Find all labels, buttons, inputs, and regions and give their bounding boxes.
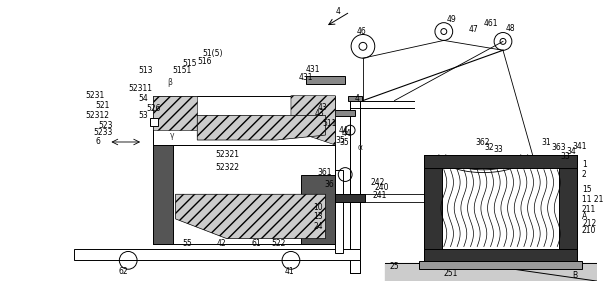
Text: 212: 212: [583, 219, 597, 228]
Bar: [335, 170, 343, 254]
Polygon shape: [424, 248, 577, 261]
Text: 52312: 52312: [86, 111, 110, 120]
Text: 516: 516: [197, 57, 212, 66]
Text: 33: 33: [493, 145, 503, 155]
Bar: [311, 194, 365, 202]
Text: 526: 526: [146, 104, 160, 113]
Bar: [150, 118, 158, 126]
Text: γ: γ: [169, 130, 174, 140]
Text: 24: 24: [313, 222, 323, 231]
Text: 43: 43: [318, 103, 327, 112]
Text: 31: 31: [541, 138, 551, 147]
Polygon shape: [385, 263, 597, 281]
Text: 362: 362: [476, 138, 490, 147]
Text: 2: 2: [582, 170, 587, 179]
Text: 49: 49: [446, 15, 457, 24]
Text: 513: 513: [138, 67, 152, 76]
Text: 511: 511: [311, 116, 325, 125]
Text: 10: 10: [313, 203, 323, 212]
Bar: [424, 155, 577, 261]
Text: 33: 33: [560, 152, 570, 161]
Text: 15: 15: [582, 185, 592, 194]
Bar: [306, 76, 345, 84]
Text: 55: 55: [183, 239, 192, 248]
Text: 363: 363: [551, 143, 566, 153]
Text: 52311: 52311: [128, 84, 152, 93]
Text: 241: 241: [373, 191, 387, 200]
Text: 62: 62: [119, 267, 128, 276]
Text: 515: 515: [183, 59, 197, 68]
Text: 240: 240: [374, 183, 389, 192]
Text: 13: 13: [313, 213, 323, 222]
Text: B: B: [572, 271, 577, 280]
Text: 521: 521: [96, 101, 110, 110]
Polygon shape: [291, 96, 335, 145]
Text: 522: 522: [271, 239, 286, 248]
Text: 461: 461: [483, 19, 498, 28]
Text: 242: 242: [371, 178, 385, 187]
Polygon shape: [559, 155, 577, 261]
Polygon shape: [175, 194, 325, 239]
Text: α: α: [358, 143, 363, 153]
Text: 32: 32: [484, 143, 494, 153]
Text: 35: 35: [339, 138, 349, 147]
Text: 51(5): 51(5): [202, 49, 223, 58]
Text: 11 21: 11 21: [582, 195, 603, 204]
Bar: [350, 100, 360, 273]
Text: 4: 4: [335, 7, 340, 16]
Text: 46: 46: [357, 27, 367, 36]
Text: 4: 4: [355, 94, 360, 103]
Text: A: A: [582, 213, 587, 222]
Polygon shape: [153, 96, 197, 145]
Text: β: β: [168, 78, 172, 87]
Text: 1: 1: [582, 160, 587, 169]
Text: 361: 361: [318, 168, 332, 177]
Text: 511: 511: [322, 119, 337, 128]
Text: 54: 54: [138, 94, 148, 103]
Text: 211: 211: [582, 205, 596, 214]
Text: 5231: 5231: [86, 91, 105, 100]
Bar: [350, 100, 360, 273]
Text: 61: 61: [252, 239, 261, 248]
Text: 36: 36: [325, 180, 335, 189]
Text: 44: 44: [338, 126, 348, 135]
Bar: [348, 96, 362, 100]
Text: 42: 42: [217, 239, 227, 248]
Text: 52322: 52322: [215, 163, 239, 172]
Text: 48: 48: [506, 24, 515, 33]
Text: 251: 251: [444, 269, 458, 278]
Text: 53: 53: [138, 111, 148, 120]
Polygon shape: [424, 155, 442, 261]
Text: 431: 431: [299, 73, 313, 82]
Text: 210: 210: [582, 226, 597, 235]
Text: 5233: 5233: [94, 128, 113, 137]
Text: 41: 41: [284, 267, 294, 276]
Bar: [325, 110, 355, 116]
Text: 43: 43: [315, 109, 324, 118]
Text: 25: 25: [390, 262, 399, 271]
Text: 34: 34: [566, 147, 576, 156]
Polygon shape: [301, 175, 335, 244]
Text: 5151: 5151: [172, 67, 192, 76]
Text: 35: 35: [335, 136, 345, 145]
Text: 431: 431: [306, 65, 320, 74]
Polygon shape: [153, 145, 172, 244]
Bar: [74, 248, 360, 260]
Text: 523: 523: [99, 121, 113, 130]
Text: 341: 341: [572, 142, 586, 151]
Text: 44: 44: [341, 128, 351, 138]
Text: 6: 6: [96, 138, 100, 147]
Text: 52321: 52321: [215, 150, 239, 159]
Polygon shape: [197, 115, 325, 140]
Bar: [153, 145, 335, 244]
Text: 47: 47: [468, 25, 478, 34]
Bar: [153, 96, 335, 145]
Bar: [419, 261, 582, 269]
Polygon shape: [424, 155, 577, 168]
